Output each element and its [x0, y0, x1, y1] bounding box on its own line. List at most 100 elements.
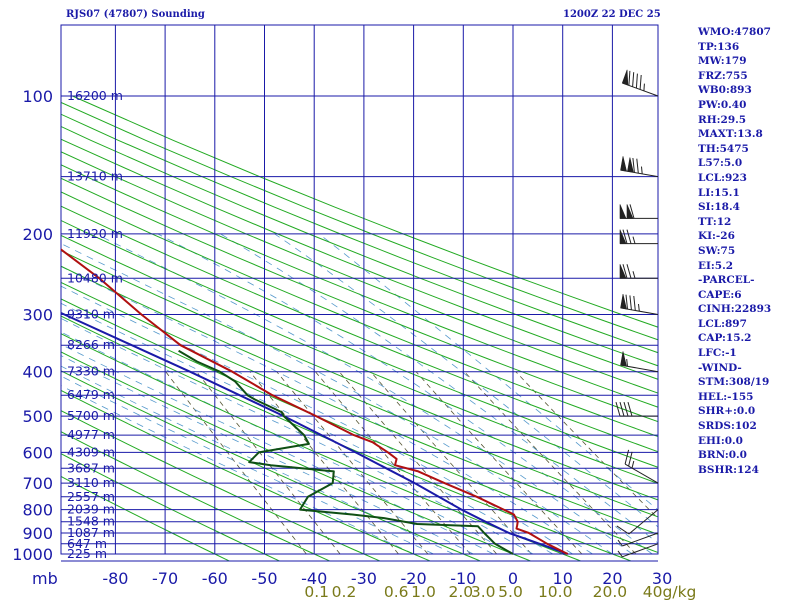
- wind-barb: [619, 264, 658, 279]
- wind-barb: [620, 294, 659, 315]
- index-item: WMO:47807: [698, 26, 771, 38]
- dry-adiabat-line: [61, 250, 658, 501]
- index-item: BRN:0.0: [698, 449, 747, 462]
- index-item: BSHR:124: [698, 463, 759, 476]
- index-item: SHR+:0.0: [698, 405, 756, 418]
- temperature-tick-label: 10: [553, 569, 573, 588]
- height-label: 7330 m: [67, 364, 115, 379]
- y-axis-unit-label: mb: [32, 569, 58, 588]
- index-item: SI:18.4: [698, 201, 740, 214]
- height-label: 647 m: [67, 536, 107, 551]
- pressure-tick-label: 100: [22, 87, 53, 106]
- wind-barb: [616, 509, 659, 535]
- pressure-tick-label: 600: [22, 443, 53, 462]
- dry-adiabat-line: [61, 351, 532, 561]
- pressure-tick-label: 700: [22, 474, 53, 493]
- index-item: L57:5.0: [698, 157, 743, 170]
- index-item: HEL:-155: [698, 390, 754, 403]
- index-item: EI:5.2: [698, 259, 734, 272]
- temperature-tick-label: -60: [202, 569, 228, 588]
- dry-adiabat-line: [72, 95, 658, 328]
- index-item: LFC:-1: [698, 347, 737, 360]
- height-label: 9310 m: [67, 307, 115, 322]
- dry-adiabat-line: [61, 298, 658, 554]
- temperature-tick-label: -10: [450, 569, 476, 588]
- height-label: 5700 m: [67, 408, 115, 423]
- dry-adiabat-line: [61, 191, 658, 438]
- mixing-ratio-label: 10.0: [538, 583, 573, 600]
- index-item: FRZ:755: [698, 69, 748, 82]
- sounding-traces: [61, 248, 569, 555]
- mixing-ratio-line: [464, 371, 637, 555]
- wind-barb: [620, 156, 659, 178]
- height-label: 4977 m: [67, 427, 115, 442]
- temperature-tick-label: 20: [602, 569, 622, 588]
- moist-adiabat-line: [220, 233, 658, 544]
- temperature-tick-label: -50: [251, 569, 277, 588]
- temperature-tick-label: -80: [102, 569, 128, 588]
- mixing-ratio-line: [196, 371, 341, 555]
- dry-adiabat-line: [61, 138, 658, 380]
- pressure-tick-label: 500: [22, 407, 53, 426]
- dry-adiabat-line: [61, 177, 658, 423]
- index-item: MW:179: [698, 55, 747, 68]
- dry-adiabat-line: [61, 370, 482, 561]
- wind-barb: [619, 229, 658, 245]
- index-item: LCL:923: [698, 171, 747, 184]
- dry-adiabat-line: [61, 164, 658, 408]
- wind-barb: [621, 69, 659, 97]
- index-item: TH:5475: [698, 142, 749, 155]
- pressure-tick-label: 900: [22, 524, 53, 543]
- wind-barb: [617, 532, 659, 547]
- height-label: 13710 m: [67, 169, 123, 184]
- mixing-ratio-label: 1.0: [411, 583, 436, 600]
- dry-adiabat-line: [61, 453, 281, 561]
- pressure-tick-label: 400: [22, 363, 53, 382]
- index-item: STM:308/19: [698, 376, 770, 389]
- station-title: RJS07 (47807) Sounding: [66, 9, 205, 20]
- index-item: TP:136: [698, 40, 740, 53]
- height-label: 2557 m: [67, 489, 115, 504]
- height-label: 8266 m: [67, 337, 115, 352]
- height-label: 1548 m: [67, 514, 115, 529]
- pressure-tick-label: 200: [22, 225, 53, 244]
- height-label: 3687 m: [67, 460, 115, 475]
- dry-adiabat-line: [61, 113, 658, 354]
- dry-adiabat-line: [61, 151, 658, 394]
- wind-barb: [620, 351, 659, 373]
- index-item: SW:75: [698, 244, 736, 257]
- height-label: 6479 m: [67, 387, 115, 402]
- wind-barb: [617, 543, 659, 558]
- moist-adiabat-line: [61, 265, 593, 555]
- wind-barb: [619, 204, 658, 219]
- index-item: CINH:22893: [698, 303, 772, 316]
- index-item: MAXT:13.8: [698, 128, 763, 141]
- wind-barb: [624, 449, 659, 484]
- height-label: 3110 m: [67, 475, 115, 490]
- index-item: LCL:897: [698, 317, 747, 330]
- height-label: 4309 m: [67, 444, 115, 459]
- sounding-indices-list: WMO:47807 TP:136 MW:179 FRZ:755 WB0:893 PW:0.…: [698, 25, 771, 477]
- dry-adiabat-line: [61, 125, 658, 367]
- mixing-ratio-line: [276, 371, 429, 555]
- index-item: LI:15.1: [698, 186, 740, 199]
- moist-adiabat-line: [157, 233, 653, 555]
- dry-adiabat-line: [61, 431, 332, 561]
- moist-adiabat-line: [61, 318, 534, 555]
- index-item: RH:29.5: [698, 113, 747, 126]
- dry-adiabat-line: [61, 219, 658, 468]
- dewpoint-trace: [178, 349, 514, 555]
- mixing-ratio-label: 2.0: [448, 583, 473, 600]
- index-item: SRDS:102: [698, 420, 757, 433]
- dry-adiabat-line: [61, 265, 658, 518]
- index-item: EHI:0.0: [698, 434, 743, 447]
- dry-adiabat-line: [61, 234, 658, 484]
- pressure-tick-label: 1000: [12, 545, 53, 564]
- mixing-ratio-label: 20.0: [593, 583, 628, 600]
- wind-barbs: [615, 69, 659, 558]
- height-label: 16200 m: [67, 88, 123, 103]
- dry-adiabat-line: [61, 281, 658, 535]
- index-item: KI:-26: [698, 230, 735, 243]
